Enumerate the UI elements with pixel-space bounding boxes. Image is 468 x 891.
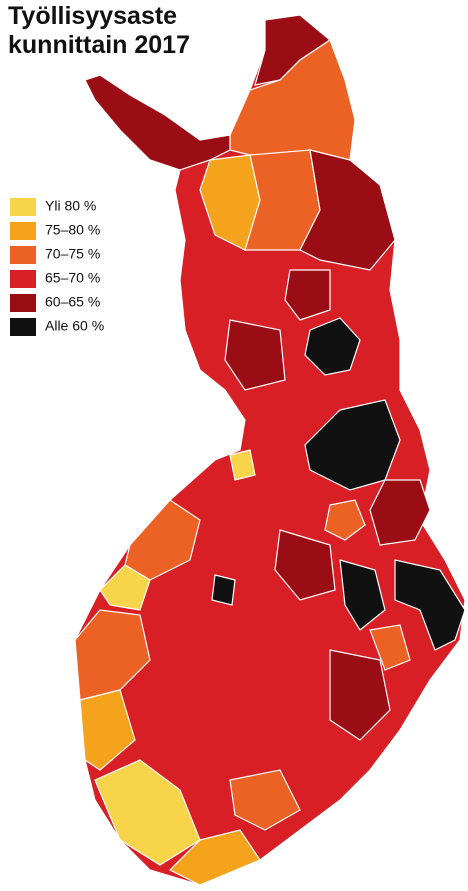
map-title: kunnittain 2017 <box>8 31 190 59</box>
legend-label: Alle 60 % <box>45 318 104 334</box>
region <box>369 479 431 546</box>
legend-swatch <box>10 246 36 264</box>
region <box>284 269 331 321</box>
legend-swatch <box>10 318 36 336</box>
region <box>168 829 261 886</box>
region <box>84 74 231 171</box>
region <box>274 529 336 601</box>
region <box>299 149 396 271</box>
legend: Yli 80 % 75–80 % 70–75 % 65–70 % 60–65 % Alle… <box>10 198 104 336</box>
region <box>394 559 466 651</box>
region <box>339 559 386 631</box>
region <box>304 317 361 376</box>
region <box>369 624 411 671</box>
region <box>224 319 286 391</box>
region <box>99 564 151 611</box>
legend-swatch <box>10 294 36 312</box>
legend-label: 70–75 % <box>45 246 100 262</box>
legend-swatch <box>10 270 36 288</box>
region <box>304 399 401 491</box>
region <box>329 649 391 741</box>
region <box>79 689 136 771</box>
legend-label: 60–65 % <box>45 294 100 310</box>
legend-label: 65–70 % <box>45 270 100 286</box>
legend-label: Yli 80 % <box>45 198 96 214</box>
map-title: Työllisyysaste <box>8 2 177 30</box>
finland-map <box>74 14 466 886</box>
region <box>229 769 301 831</box>
region <box>211 574 236 606</box>
legend-swatch <box>10 222 36 240</box>
legend-label: 75–80 % <box>45 222 100 238</box>
legend-swatch <box>10 198 36 216</box>
region <box>324 499 366 541</box>
region <box>229 449 256 481</box>
